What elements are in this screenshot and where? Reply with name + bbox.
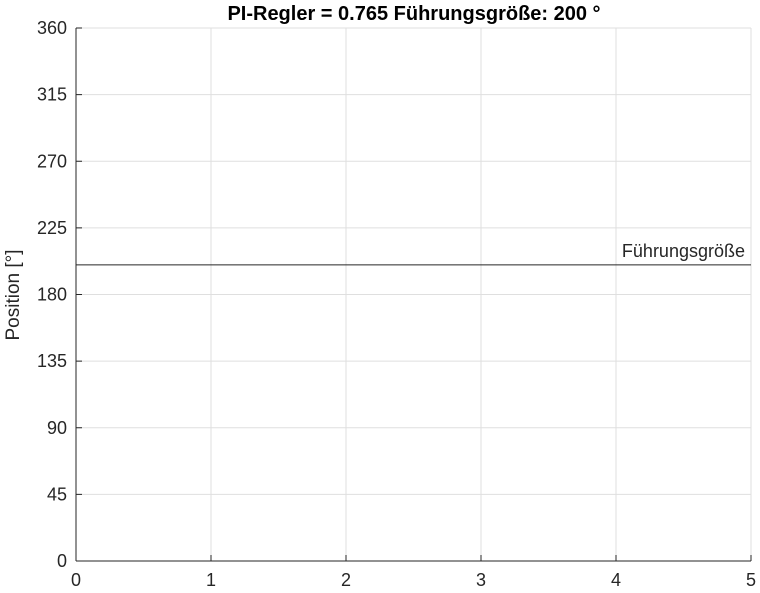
y-tick-label: 90: [47, 418, 67, 438]
x-tick-label: 0: [71, 570, 81, 590]
y-tick-label: 315: [37, 85, 67, 105]
x-tick-label: 1: [206, 570, 216, 590]
y-axis-label: Position [°]: [3, 249, 24, 340]
grid: [75, 27, 752, 562]
x-tick-label: 4: [611, 570, 621, 590]
y-tick-label: 45: [47, 484, 67, 504]
y-tick-label: 270: [37, 151, 67, 171]
y-tick-label: 360: [37, 18, 67, 38]
y-tick-label: 180: [37, 285, 67, 305]
chart-title: PI-Regler = 0.765 Führungsgröße: 200 °: [227, 3, 600, 25]
axes: [75, 27, 752, 562]
x-tick-label: 3: [476, 570, 486, 590]
y-tick-label: 225: [37, 218, 67, 238]
x-tick-label: 2: [341, 570, 351, 590]
x-tick-label: 5: [746, 570, 756, 590]
y-tick-label: 135: [37, 351, 67, 371]
reference-line-label: Führungsgröße: [622, 241, 745, 261]
y-tick-label: 0: [57, 551, 67, 571]
